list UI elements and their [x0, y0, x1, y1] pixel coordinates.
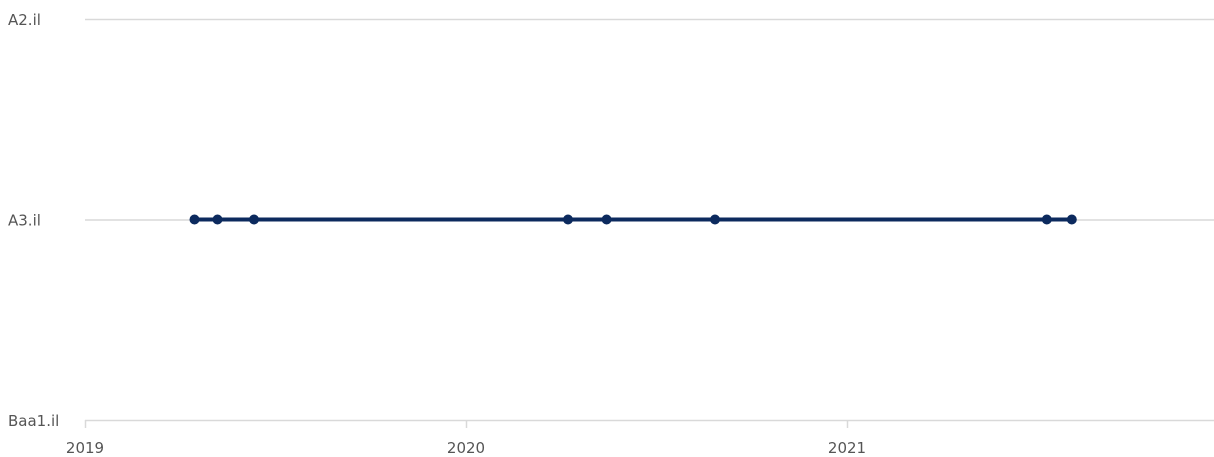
series-group	[190, 215, 1077, 225]
y-tick-label: A3.il	[8, 212, 41, 230]
data-point	[602, 215, 612, 225]
y-axis-labels: Baa1.il A3.il A2.il	[8, 11, 59, 430]
x-tick-label: 2021	[828, 439, 866, 457]
y-tick-label: Baa1.il	[8, 412, 59, 430]
data-point	[710, 215, 720, 225]
data-point	[1042, 215, 1052, 225]
x-tick-label: 2019	[66, 439, 104, 457]
x-axis-labels: 2019 2020 2021	[66, 439, 866, 457]
x-tick-label: 2020	[447, 439, 485, 457]
data-point	[213, 215, 223, 225]
data-point	[563, 215, 573, 225]
data-point	[190, 215, 200, 225]
y-tick-label: A2.il	[8, 11, 41, 29]
data-point	[1067, 215, 1077, 225]
data-point	[249, 215, 259, 225]
